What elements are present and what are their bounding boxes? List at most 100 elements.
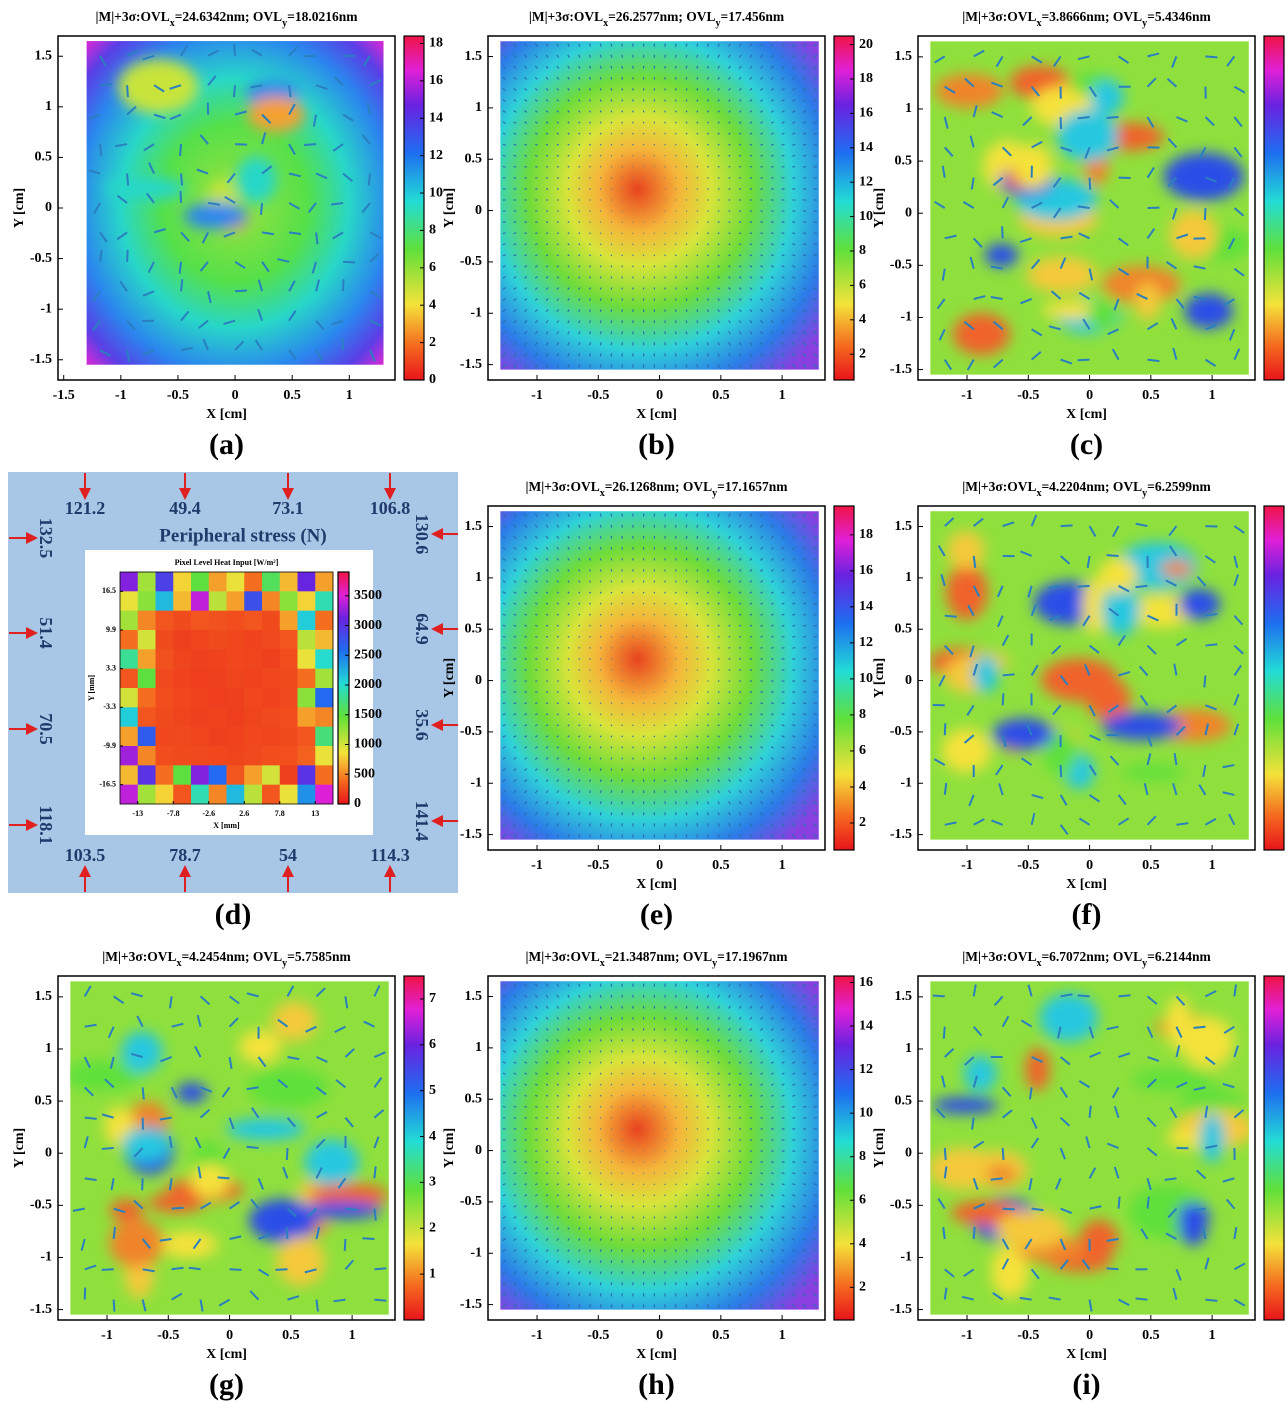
vector xyxy=(228,1117,235,1130)
vector xyxy=(685,43,688,47)
vector xyxy=(1059,1116,1071,1127)
vector xyxy=(696,546,699,550)
vector xyxy=(142,290,155,297)
vector xyxy=(513,833,517,838)
vector xyxy=(973,517,984,527)
x-tick-label: -13 xyxy=(132,809,143,818)
vector xyxy=(524,154,527,157)
vector xyxy=(802,1216,807,1219)
vector xyxy=(717,1172,720,1175)
blob xyxy=(1082,579,1107,635)
vector xyxy=(588,1260,592,1264)
vector xyxy=(534,1260,538,1264)
vector xyxy=(781,110,785,113)
vector xyxy=(696,65,699,69)
vector xyxy=(567,580,570,583)
plot-frame xyxy=(57,975,396,1321)
vector xyxy=(942,1226,946,1240)
vector xyxy=(578,65,581,69)
vector xyxy=(802,702,807,705)
vector xyxy=(369,349,376,362)
vector xyxy=(813,702,818,705)
vector xyxy=(599,1249,602,1252)
vector xyxy=(728,1183,731,1186)
vector xyxy=(802,265,807,268)
vector xyxy=(781,309,785,313)
heat-cell xyxy=(279,784,298,805)
vector xyxy=(610,1304,613,1308)
vector xyxy=(792,1205,796,1208)
vector xyxy=(567,801,570,805)
vector xyxy=(567,1172,570,1175)
vector xyxy=(739,691,742,693)
vector xyxy=(717,580,720,583)
vector xyxy=(749,602,753,605)
vector xyxy=(578,1061,581,1064)
vector xyxy=(1108,607,1120,617)
vector xyxy=(674,254,677,257)
vector xyxy=(685,342,688,346)
vector xyxy=(1135,584,1148,589)
vector xyxy=(610,513,613,517)
vector xyxy=(760,790,764,794)
vector xyxy=(760,1016,764,1020)
vector xyxy=(588,1227,592,1230)
vector xyxy=(813,1183,818,1186)
vector xyxy=(706,580,710,583)
vector xyxy=(792,702,796,705)
vector xyxy=(513,43,517,48)
vector xyxy=(610,591,613,594)
y-tick-label: -1 xyxy=(900,775,912,790)
vector xyxy=(610,276,613,279)
y-tick-label: 1.5 xyxy=(895,49,913,64)
vector xyxy=(685,636,688,638)
x-tick-label: 0.5 xyxy=(1142,1328,1160,1343)
vector xyxy=(738,1016,742,1020)
vector xyxy=(813,789,818,794)
panel-label: (b) xyxy=(638,428,675,461)
vector xyxy=(610,1072,613,1075)
vector xyxy=(171,1266,184,1271)
vector xyxy=(1060,993,1073,998)
vector xyxy=(228,995,240,1005)
vector xyxy=(813,1194,818,1197)
vector xyxy=(588,994,592,998)
vector xyxy=(200,1086,213,1093)
blob xyxy=(238,1029,282,1064)
vector xyxy=(749,43,753,47)
vector xyxy=(1111,1086,1120,1099)
vector xyxy=(813,735,818,738)
vector xyxy=(1164,1177,1177,1181)
vector xyxy=(588,320,592,324)
vector xyxy=(1205,55,1218,59)
panel-title: |M|+3σ:OVLx=3.8666nm; OVLy=5.4346nm xyxy=(962,9,1211,29)
vector xyxy=(792,580,796,583)
panel-label: (d) xyxy=(215,898,252,931)
vector xyxy=(133,1147,144,1158)
vector xyxy=(728,143,731,146)
colorbar-tick-label: 14 xyxy=(859,140,873,155)
vector xyxy=(749,702,753,705)
vector xyxy=(791,811,796,816)
vector xyxy=(770,165,774,168)
vector xyxy=(599,1061,602,1064)
vector xyxy=(696,1271,699,1275)
vector xyxy=(1205,1298,1218,1302)
vector xyxy=(545,352,549,357)
heat-cell xyxy=(279,746,298,766)
vector xyxy=(706,994,710,998)
vector xyxy=(781,1205,785,1208)
vector xyxy=(116,231,128,241)
vector xyxy=(674,287,677,290)
vector xyxy=(813,624,818,627)
vector xyxy=(589,154,591,157)
vector xyxy=(813,121,818,124)
vector xyxy=(696,513,699,517)
vector xyxy=(534,43,538,47)
vector xyxy=(556,546,560,550)
heat-cell xyxy=(226,688,245,708)
vector xyxy=(760,65,764,69)
vector xyxy=(610,76,613,80)
vector xyxy=(599,254,602,257)
vector xyxy=(674,1227,677,1230)
